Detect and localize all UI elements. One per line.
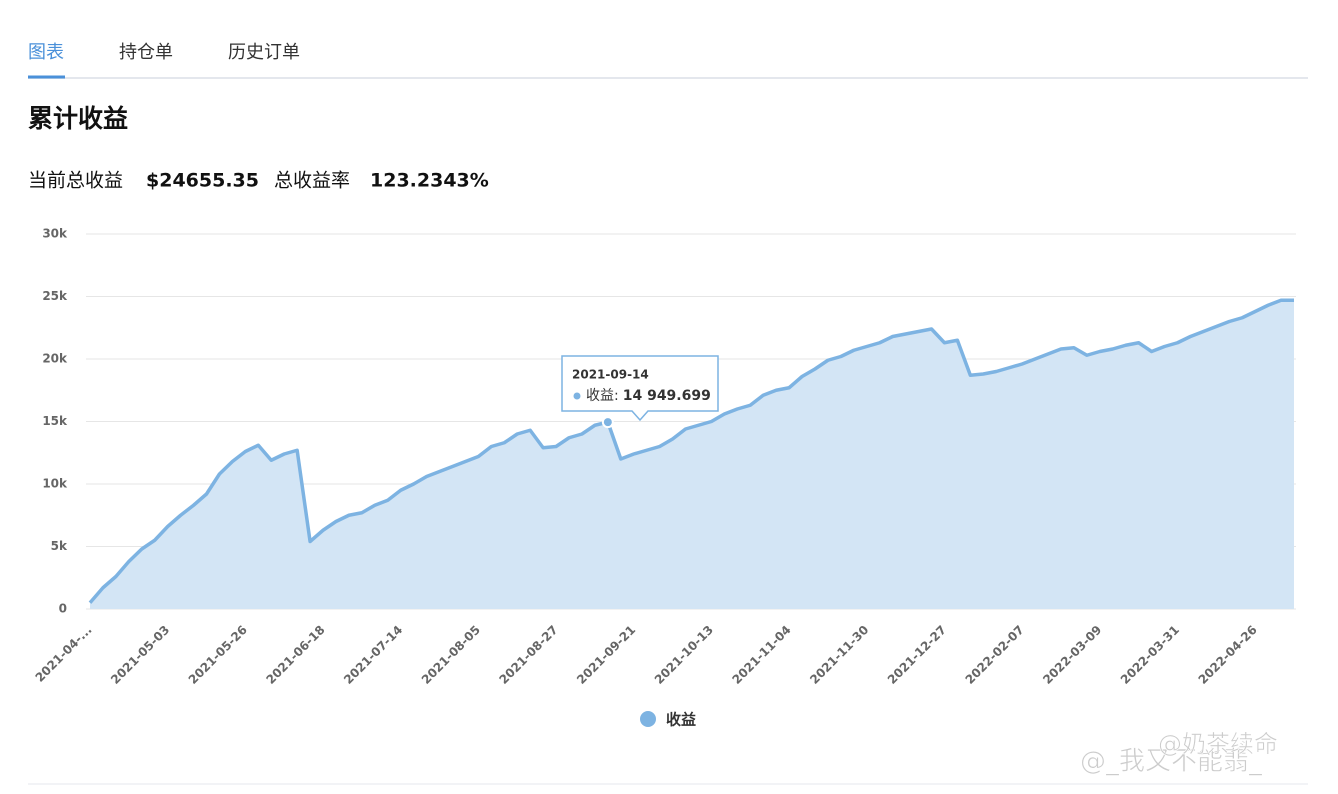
tab[interactable]: 持仓单 (119, 42, 173, 63)
y-tick-label: 20k (42, 352, 68, 366)
stat-label: 当前总收益 (28, 170, 123, 192)
tooltip-dot (573, 392, 581, 400)
y-tick-label: 10k (42, 477, 68, 491)
area (90, 300, 1294, 609)
tooltip-box (561, 355, 719, 422)
y-tick-label: 5k (51, 539, 68, 553)
tooltip-label: 收益: (586, 388, 619, 404)
y-tick-label: 30k (42, 227, 68, 241)
section-title: 累计收益 (28, 104, 128, 133)
watermark: @_我又不能翡_ (1080, 747, 1263, 777)
tooltip-number: 14 949.699 (623, 388, 711, 404)
tab[interactable]: 图表 (28, 42, 64, 63)
watermark: @奶茶续命 (1158, 730, 1278, 758)
line (88, 298, 1294, 604)
stat-value: $24655.35 (146, 170, 259, 192)
legend-swatch (640, 711, 656, 727)
tab[interactable]: 历史订单 (228, 42, 300, 63)
tooltip-value: 收益: 14 949.699 (586, 388, 711, 404)
legend-label: 收益 (666, 711, 696, 729)
stat-value: 123.2343% (370, 170, 489, 192)
stat-label: 总收益率 (274, 170, 350, 192)
legend-item[interactable]: 收益 (640, 711, 696, 729)
tooltip-title: 2021-09-14 (572, 368, 649, 382)
y-tick-label: 0 (59, 602, 67, 616)
y-tick-label: 25k (42, 289, 68, 303)
hover-point (601, 416, 614, 429)
y-tick-label: 15k (42, 414, 68, 428)
